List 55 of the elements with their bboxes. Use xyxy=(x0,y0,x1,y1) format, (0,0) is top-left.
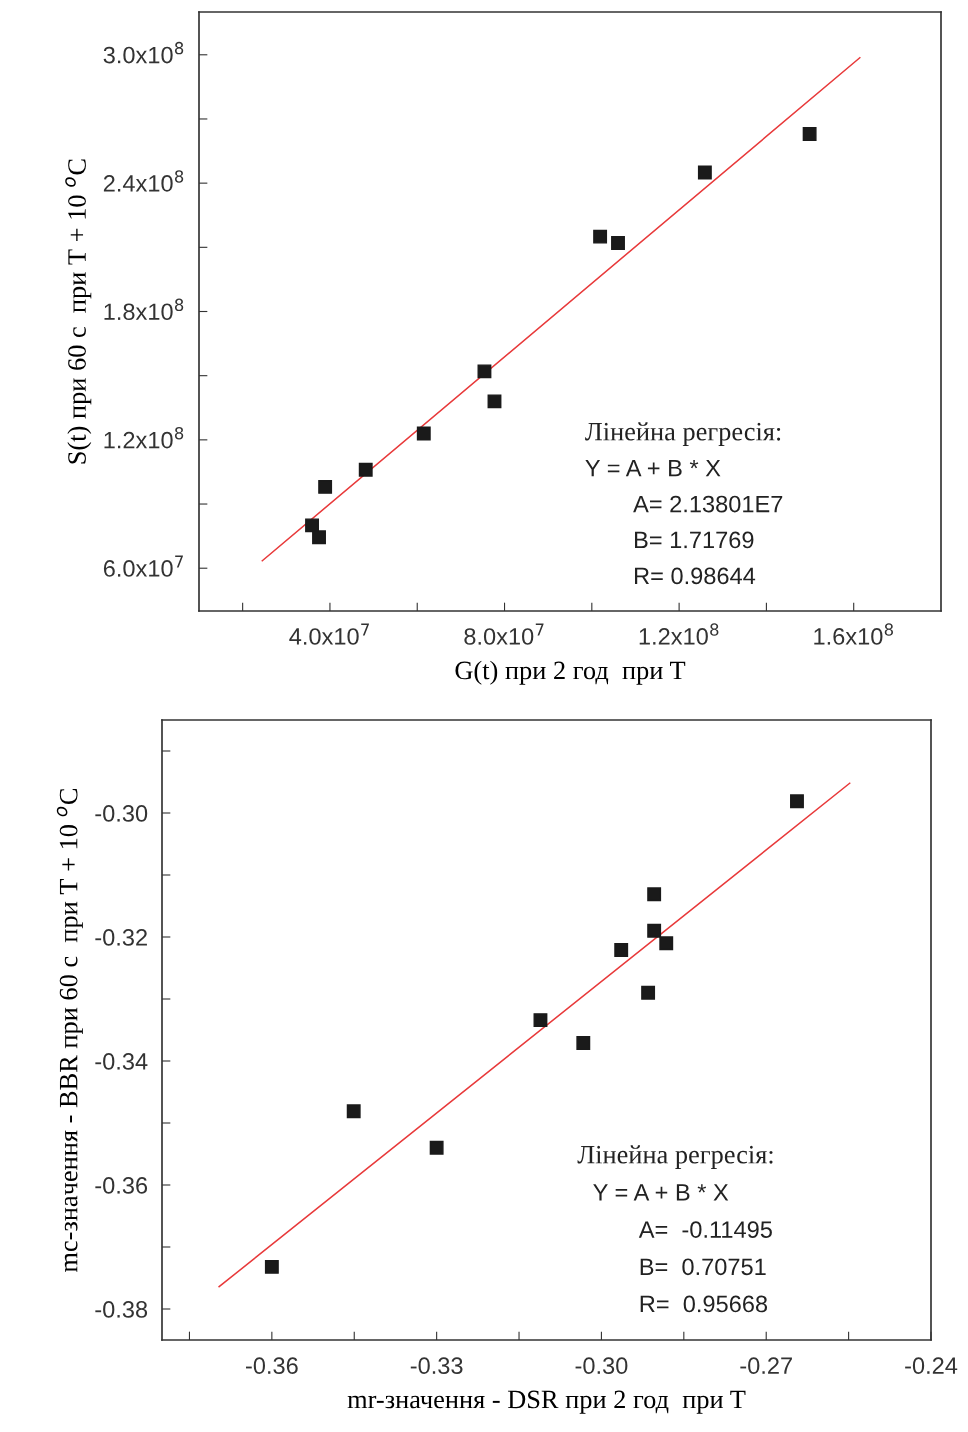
y-axis-title: S(t) при 60 с при T + 10 $^{o}$C xyxy=(65,159,92,464)
point xyxy=(305,518,319,533)
point xyxy=(312,530,326,545)
point xyxy=(647,923,662,938)
annotation: R= 0.95668 xyxy=(640,1295,768,1313)
point xyxy=(318,479,333,494)
x-tick-label: -0.30 xyxy=(575,1357,628,1375)
y-axis-title: mc-значення - BBR при 60 с при T + 10 $^{o}$C xyxy=(56,789,83,1273)
x-tick-label: -0.36 xyxy=(246,1357,298,1375)
y-tick-label: 3.0x10$^{8}$ xyxy=(103,41,184,64)
point xyxy=(641,985,656,1000)
annotation: Лінейна регресія: xyxy=(585,422,781,446)
y-tick-label: -0.36 xyxy=(95,1177,148,1194)
x-tick-label: -0.27 xyxy=(740,1357,792,1375)
point xyxy=(611,236,625,250)
point xyxy=(659,936,674,951)
x-tick-label: -0.33 xyxy=(410,1357,463,1375)
x-tick-label: 8.0x10$^{7}$ xyxy=(464,623,544,645)
point xyxy=(802,126,817,141)
point xyxy=(533,1013,548,1028)
y-tick-label: -0.34 xyxy=(95,1053,148,1070)
y-tick-label: -0.30 xyxy=(95,805,148,822)
point xyxy=(697,165,712,180)
annotation: A= -0.11495 xyxy=(638,1221,772,1238)
y-tick-label: 1.8x10$^{8}$ xyxy=(104,298,184,321)
annotation: B= 1.71769 xyxy=(635,531,754,549)
point xyxy=(487,394,502,409)
x-tick-label: 1.2x10$^{8}$ xyxy=(639,623,719,645)
point xyxy=(358,462,373,477)
annotation: Y = A + B * X xyxy=(593,1184,729,1201)
point xyxy=(429,1140,444,1155)
point xyxy=(477,364,492,379)
x-axis-title: G(t) при 2 год при T xyxy=(455,660,686,685)
y-tick-label: -0.38 xyxy=(95,1301,148,1318)
y-tick-label: 6.0x10$^{7}$ xyxy=(103,555,183,577)
point xyxy=(264,1259,279,1274)
point xyxy=(647,887,662,902)
annotation: B= 0.70751 xyxy=(640,1258,766,1276)
x-tick-label: 4.0x10$^{7}$ xyxy=(289,623,369,645)
annotation: R= 0.98644 xyxy=(635,567,756,585)
y-tick-label: 2.4x10$^{8}$ xyxy=(103,170,184,192)
annotation: Y = A + B * X xyxy=(585,459,721,477)
annotation: Лінейна регресія: xyxy=(577,1145,773,1169)
x-axis-title: mr-значення - DSR при 2 год при T xyxy=(347,1390,746,1414)
annotation: A= 2.13801E7 xyxy=(633,495,783,513)
point xyxy=(346,1104,361,1119)
y-tick-label: 1.2x10$^{8}$ xyxy=(104,426,184,449)
point xyxy=(790,794,804,809)
x-tick-label: -0.24 xyxy=(905,1357,958,1375)
y-tick-label: -0.32 xyxy=(95,929,147,946)
point xyxy=(576,1036,591,1050)
point xyxy=(416,426,431,441)
point xyxy=(614,943,629,957)
point xyxy=(593,229,608,244)
x-tick-label: 1.6x10$^{8}$ xyxy=(814,623,894,645)
